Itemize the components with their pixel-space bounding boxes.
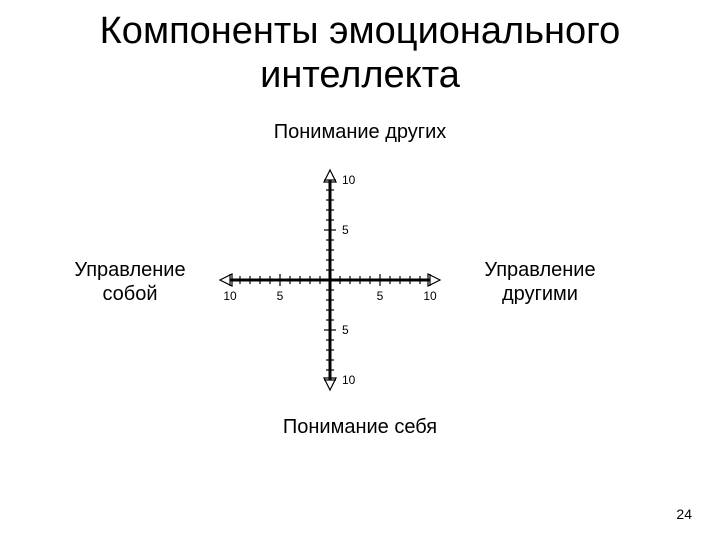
quadrant-axes: 10 5 5 10 10 5 5 10 [210, 155, 450, 405]
axis-label-bottom: Понимание себя [0, 415, 720, 439]
axis-label-left: Управление собой [60, 258, 200, 306]
axis-label-right: Управление другими [470, 258, 610, 306]
axis-label-left-l2: собой [102, 283, 157, 305]
axis-label-right-l2: другими [502, 283, 578, 305]
slide: Компоненты эмоционального интеллекта Пон… [0, 0, 720, 540]
svg-text:10: 10 [342, 173, 356, 187]
axis-label-left-l1: Управление [74, 259, 185, 281]
svg-text:10: 10 [342, 373, 356, 387]
svg-text:5: 5 [342, 223, 349, 237]
page-number: 24 [676, 506, 692, 522]
svg-text:5: 5 [377, 289, 384, 303]
svg-text:10: 10 [423, 289, 437, 303]
page-title: Компоненты эмоционального интеллекта [0, 10, 720, 97]
axis-label-top: Понимание других [0, 120, 720, 144]
svg-text:5: 5 [277, 289, 284, 303]
axis-label-right-l1: Управление [484, 259, 595, 281]
svg-text:10: 10 [223, 289, 237, 303]
svg-text:5: 5 [342, 323, 349, 337]
